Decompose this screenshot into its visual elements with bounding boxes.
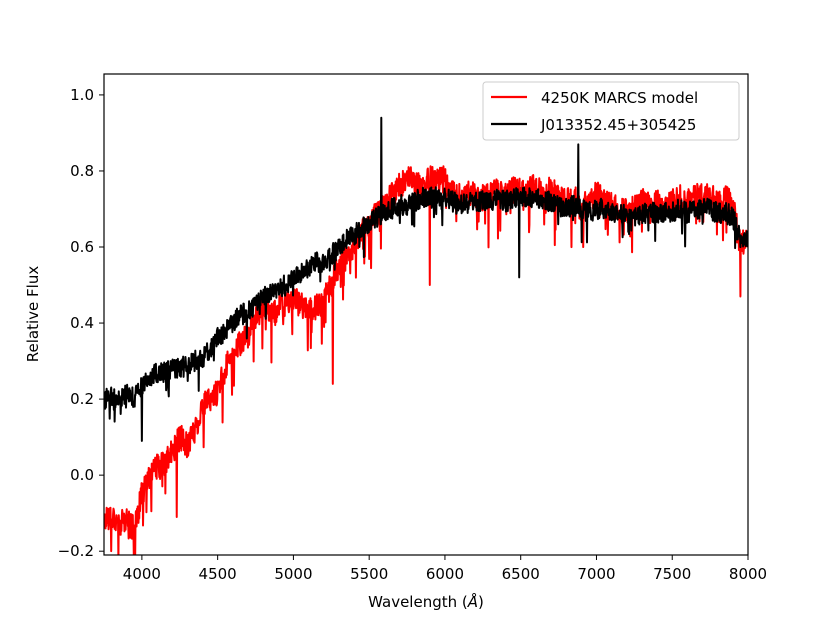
series-line-1 xyxy=(104,116,748,442)
x-tick-label: 6500 xyxy=(502,565,540,583)
y-tick-label: 0.8 xyxy=(70,162,94,180)
x-axis-label: Wavelength (Å) xyxy=(368,592,484,611)
legend-label-star: J013352.45+305425 xyxy=(540,116,696,134)
x-tick-label: 4000 xyxy=(123,565,161,583)
x-tick-label: 8000 xyxy=(729,565,767,583)
y-tick-label: 0.4 xyxy=(70,314,94,332)
x-axis-label-unit: Å xyxy=(467,592,478,611)
axes-frame xyxy=(103,73,749,556)
x-tick-label: 6000 xyxy=(426,565,464,583)
legend: 4250K MARCS model J013352.45+305425 xyxy=(482,81,740,141)
x-tick-label: 4500 xyxy=(199,565,237,583)
legend-label-model: 4250K MARCS model xyxy=(541,89,698,107)
y-tick-label: 0.0 xyxy=(70,466,94,484)
y-tick-label: 1.0 xyxy=(70,86,94,104)
x-tick-label: 7000 xyxy=(577,565,615,583)
series-layer xyxy=(104,116,748,555)
x-tick-label: 7500 xyxy=(653,565,691,583)
y-tick-label: −0.2 xyxy=(58,542,94,560)
plot-area xyxy=(104,116,748,555)
x-tick-label: 5500 xyxy=(350,565,388,583)
y-axis-label: Relative Flux xyxy=(24,266,42,363)
y-tick-label: 0.2 xyxy=(70,390,94,408)
legend-box xyxy=(482,81,740,141)
x-axis: 4000 4500 5000 5500 6000 6500 7000 7500 8000 xyxy=(123,555,767,583)
x-tick-label: 5000 xyxy=(274,565,312,583)
y-axis: −0.2 0.0 0.2 0.4 0.6 0.8 1.0 xyxy=(58,86,104,560)
x-axis-label-text: Wavelength xyxy=(368,593,457,611)
y-tick-label: 0.6 xyxy=(70,238,94,256)
